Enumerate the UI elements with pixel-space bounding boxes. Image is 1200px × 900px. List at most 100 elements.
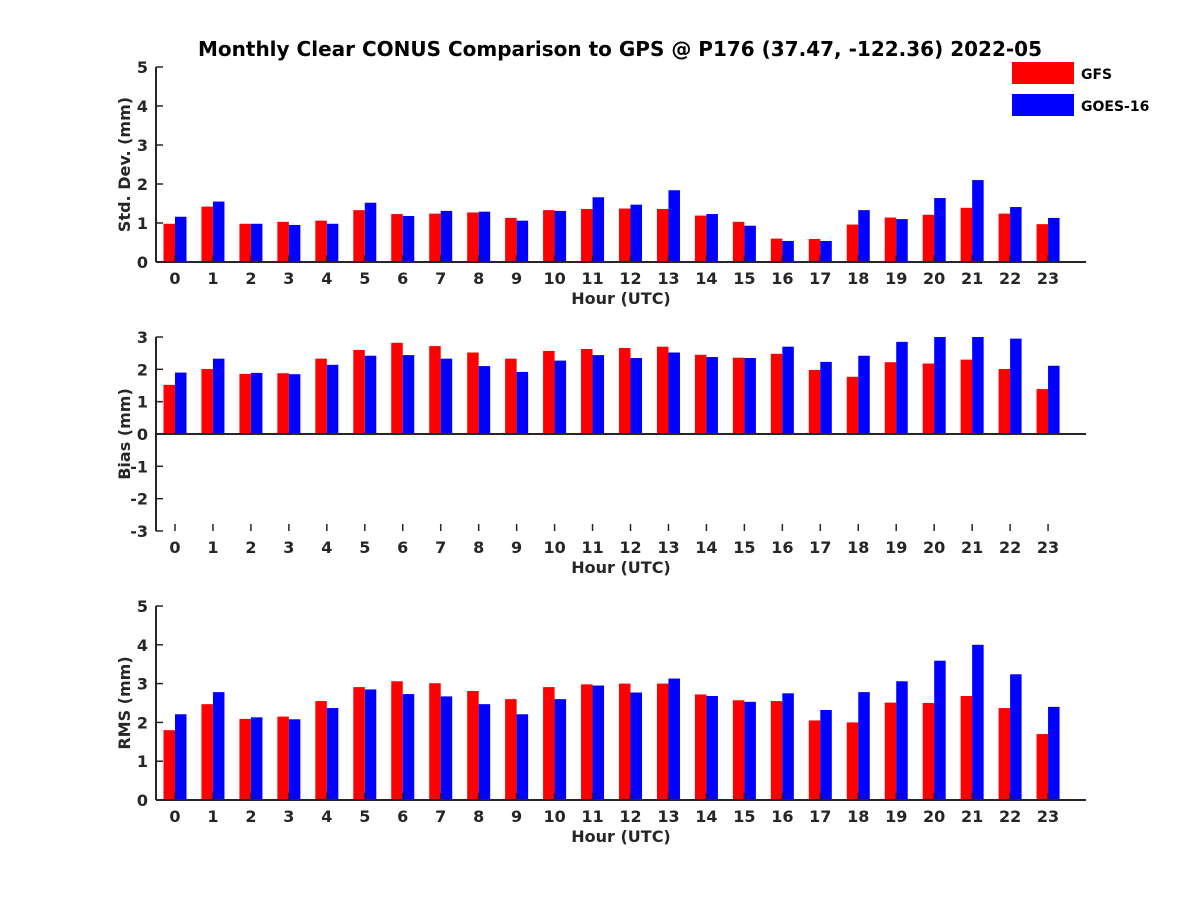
y-tick-label: -2	[130, 490, 148, 509]
bar-goes16-hour-7	[440, 696, 453, 800]
bar-goes16-hour-0	[175, 714, 187, 800]
bar-goes16-hour-4	[326, 708, 339, 800]
x-tick-label: 11	[581, 538, 603, 557]
bar-gfs-hour-0	[163, 223, 175, 262]
x-tick-label: 23	[1037, 538, 1059, 557]
x-tick-label: 18	[847, 807, 869, 826]
bar-gfs-hour-1	[201, 206, 213, 262]
bar-goes16-hour-2	[250, 223, 263, 262]
bar-goes16-hour-7	[440, 210, 453, 262]
x-tick-label: 6	[397, 538, 408, 557]
bar-goes16-hour-19	[896, 681, 908, 800]
bar-gfs-hour-12	[619, 208, 631, 262]
y-tick-label: 3	[137, 675, 148, 694]
bar-goes16-hour-14	[706, 696, 718, 800]
bar-gfs-hour-9	[505, 217, 517, 262]
bar-goes16-hour-13	[668, 352, 680, 434]
bar-goes16-hour-10	[554, 699, 567, 800]
x-tick-label: 17	[809, 807, 831, 826]
bar-gfs-hour-8	[467, 352, 479, 434]
y-tick-label: -3	[130, 522, 148, 541]
bar-goes16-hour-23	[1048, 706, 1060, 800]
bar-gfs-hour-20	[922, 363, 935, 434]
bar-goes16-hour-3	[288, 719, 301, 800]
bar-gfs-hour-15	[732, 700, 745, 800]
bar-goes16-hour-22	[1010, 207, 1022, 262]
bar-goes16-hour-16	[782, 346, 794, 434]
legend-swatch-gfs	[1012, 62, 1074, 84]
x-tick-label: 23	[1037, 269, 1059, 288]
x-tick-label: 5	[359, 807, 370, 826]
x-axis-label: Hour (UTC)	[571, 558, 671, 577]
bar-goes16-hour-18	[858, 692, 870, 800]
x-tick-label: 11	[581, 807, 603, 826]
y-axis-label: Bias (mm)	[115, 388, 134, 480]
bar-gfs-hour-11	[581, 208, 593, 262]
y-tick-label: 4	[137, 97, 148, 116]
x-tick-label: 22	[999, 538, 1021, 557]
bar-gfs-hour-20	[922, 214, 935, 262]
bar-goes16-hour-0	[175, 372, 187, 434]
bar-gfs-hour-8	[467, 690, 479, 800]
x-tick-label: 11	[581, 269, 603, 288]
bar-goes16-hour-9	[516, 220, 529, 262]
bar-goes16-hour-16	[782, 693, 794, 800]
bar-goes16-hour-0	[175, 216, 187, 262]
bar-goes16-hour-15	[744, 701, 756, 800]
x-tick-label: 17	[809, 269, 831, 288]
bar-gfs-hour-16	[770, 238, 783, 262]
bar-gfs-hour-21	[960, 696, 973, 800]
x-tick-label: 20	[923, 538, 945, 557]
y-tick-label: 3	[137, 328, 148, 347]
bar-goes16-hour-12	[630, 204, 643, 262]
bar-gfs-hour-10	[543, 350, 555, 434]
bar-gfs-hour-21	[960, 207, 973, 262]
x-tick-label: 16	[771, 269, 793, 288]
x-tick-label: 7	[435, 269, 446, 288]
x-tick-label: 4	[321, 269, 332, 288]
bar-gfs-hour-4	[315, 701, 327, 800]
x-tick-label: 1	[207, 807, 218, 826]
x-tick-label: 4	[321, 538, 332, 557]
x-tick-label: 10	[543, 807, 565, 826]
bar-goes16-hour-10	[554, 210, 567, 262]
x-tick-label: 12	[619, 807, 641, 826]
bar-goes16-hour-19	[896, 219, 908, 262]
x-tick-label: 14	[695, 538, 717, 557]
bar-gfs-hour-2	[239, 718, 251, 800]
bar-goes16-hour-11	[592, 685, 605, 800]
y-tick-label: 3	[137, 136, 148, 155]
bar-goes16-hour-14	[706, 357, 718, 434]
bar-goes16-hour-8	[478, 366, 491, 434]
bar-goes16-hour-1	[212, 358, 225, 434]
x-tick-label: 22	[999, 807, 1021, 826]
bar-goes16-hour-13	[668, 190, 680, 262]
bar-gfs-hour-17	[808, 720, 821, 800]
y-axis-label: Std. Dev. (mm)	[115, 97, 134, 232]
bar-goes16-hour-1	[212, 692, 225, 800]
bar-gfs-hour-22	[998, 369, 1011, 434]
x-tick-label: 16	[771, 807, 793, 826]
bar-gfs-hour-4	[315, 220, 327, 262]
bar-goes16-hour-2	[250, 372, 263, 434]
bar-gfs-hour-8	[467, 212, 479, 262]
bar-goes16-hour-21	[972, 180, 984, 262]
x-tick-label: 21	[961, 807, 983, 826]
x-tick-label: 7	[435, 807, 446, 826]
bar-goes16-hour-14	[706, 214, 718, 262]
bar-gfs-hour-4	[315, 358, 327, 434]
bar-goes16-hour-3	[288, 374, 301, 434]
bar-goes16-hour-12	[630, 692, 643, 800]
x-axis-label: Hour (UTC)	[571, 827, 671, 846]
bar-gfs-hour-15	[732, 357, 745, 434]
bar-goes16-hour-18	[858, 355, 870, 434]
bar-goes16-hour-3	[288, 224, 301, 262]
x-tick-label: 10	[543, 269, 565, 288]
y-tick-label: 0	[137, 791, 148, 810]
x-tick-label: 8	[473, 538, 484, 557]
x-tick-label: 13	[657, 269, 679, 288]
bar-gfs-hour-0	[163, 730, 175, 800]
bar-goes16-hour-6	[402, 215, 415, 262]
bar-goes16-hour-11	[592, 197, 605, 262]
